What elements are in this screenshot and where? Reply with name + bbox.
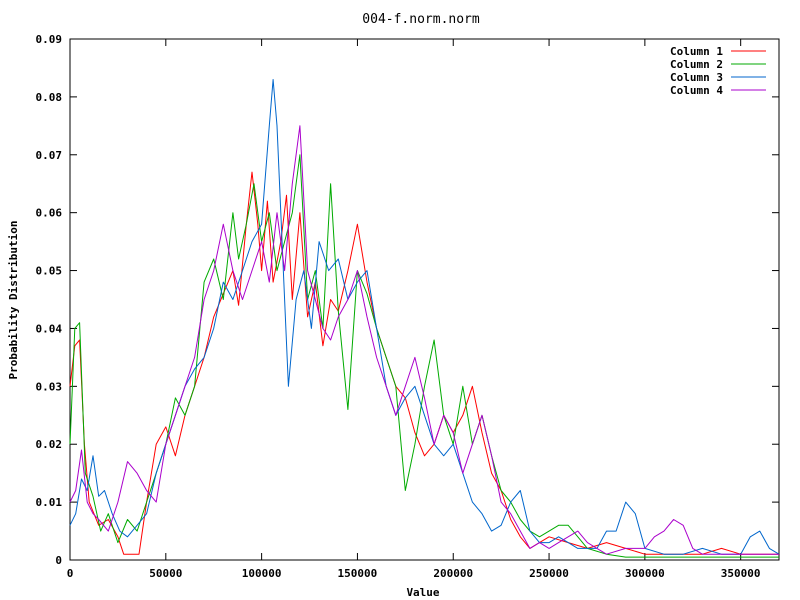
- y-tick-label: 0.08: [36, 91, 63, 104]
- y-axis-title: Probability Distribution: [7, 221, 20, 380]
- y-tick-label: 0.03: [36, 380, 63, 393]
- series-line-1: [69, 171, 779, 555]
- y-tick-label: 0.05: [36, 265, 63, 278]
- x-axis-ticks: 0 50000 100000 150000 200000 250000 300000 3500…: [67, 39, 761, 580]
- chart-title: 004-f.norm.norm: [362, 12, 480, 27]
- legend-label: Column 3: [670, 71, 723, 84]
- plot-border: [69, 38, 780, 561]
- y-tick-label: 0.09: [36, 33, 63, 46]
- legend-label: Column 2: [670, 58, 723, 71]
- x-tick-label: 50000: [149, 567, 182, 580]
- x-tick-label: 200000: [433, 567, 473, 580]
- x-tick-label: 0: [67, 567, 74, 580]
- legend-label: Column 1: [670, 45, 723, 58]
- y-tick-label: 0: [55, 554, 62, 567]
- y-tick-label: 0.06: [36, 207, 63, 220]
- series-layer: [69, 79, 780, 558]
- x-tick-label: 300000: [625, 567, 665, 580]
- y-axis-ticks: 0 0.01 0.02 0.03 0.04 0.05 0.06 0.07 0.08 0.09: [36, 33, 779, 567]
- y-tick-label: 0.07: [36, 149, 63, 162]
- x-axis-title: Value: [406, 586, 439, 599]
- y-tick-label: 0.04: [36, 322, 63, 335]
- y-tick-label: 0.02: [36, 438, 63, 451]
- series-line-3: [69, 79, 780, 555]
- x-tick-label: 350000: [721, 567, 761, 580]
- y-tick-label: 0.01: [36, 496, 63, 509]
- x-tick-label: 100000: [242, 567, 282, 580]
- x-tick-label: 150000: [338, 567, 378, 580]
- series-line-4: [69, 125, 779, 555]
- series-line-2: [69, 154, 779, 558]
- legend-label: Column 4: [670, 84, 723, 97]
- x-tick-label: 250000: [529, 567, 569, 580]
